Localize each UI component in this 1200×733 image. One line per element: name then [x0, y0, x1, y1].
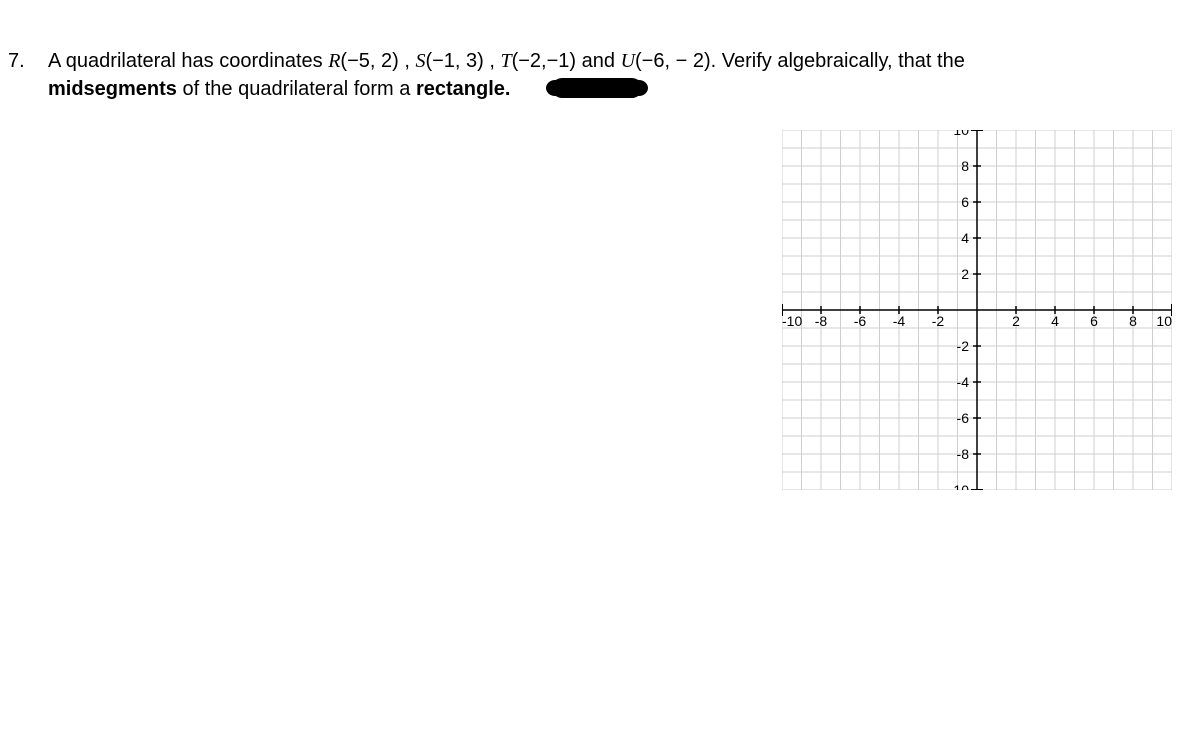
svg-text:10: 10 — [1156, 313, 1172, 329]
svg-text:-8: -8 — [815, 313, 828, 329]
page: 7. A quadrilateral has coordinates R(−5,… — [0, 0, 1200, 733]
text-a: A quadrilateral has coordinates — [48, 50, 328, 72]
coords-R: (−5, 2) — [340, 50, 398, 72]
svg-text:-8: -8 — [957, 446, 970, 462]
coords-S: (−1, 3) — [425, 50, 483, 72]
svg-text:6: 6 — [1090, 313, 1098, 329]
and: and — [576, 50, 620, 72]
question-line-1: A quadrilateral has coordinates R(−5, 2)… — [48, 50, 965, 73]
svg-text:2: 2 — [961, 266, 969, 282]
svg-text:4: 4 — [961, 230, 969, 246]
svg-text:-10: -10 — [949, 482, 969, 490]
coords-T: (−2,−1) — [512, 50, 576, 72]
svg-text:-4: -4 — [957, 374, 970, 390]
var-R: R — [328, 50, 340, 72]
redaction-mark — [552, 78, 642, 98]
var-U: U — [621, 50, 635, 72]
svg-text:8: 8 — [1129, 313, 1137, 329]
svg-text:8: 8 — [961, 158, 969, 174]
svg-text:-6: -6 — [854, 313, 867, 329]
text-mid: of the quadrilateral form a — [177, 78, 416, 100]
svg-text:6: 6 — [961, 194, 969, 210]
svg-text:-4: -4 — [893, 313, 906, 329]
text-b: . Verify algebraically, that the — [711, 50, 965, 72]
text-rectangle: rectangle. — [416, 78, 510, 100]
svg-text:-10: -10 — [782, 313, 802, 329]
coordinate-grid: -10 -8 -6 -4 -2 2 4 6 8 10 10 8 6 4 2 -2 -4 -6 -8 -10 — [782, 130, 1172, 490]
coords-U: (−6, − 2) — [635, 50, 711, 72]
text-midsegments: midsegments — [48, 78, 177, 100]
question-line-2: midsegments of the quadrilateral form a … — [48, 78, 510, 101]
var-T: T — [500, 50, 511, 72]
svg-text:-2: -2 — [957, 338, 970, 354]
svg-text:-2: -2 — [932, 313, 945, 329]
sep2: , — [484, 50, 501, 72]
svg-text:-6: -6 — [957, 410, 970, 426]
svg-text:10: 10 — [953, 130, 969, 138]
svg-text:2: 2 — [1012, 313, 1020, 329]
question-number: 7. — [8, 50, 25, 73]
sep1: , — [399, 50, 416, 72]
svg-text:4: 4 — [1051, 313, 1059, 329]
var-S: S — [415, 50, 425, 72]
